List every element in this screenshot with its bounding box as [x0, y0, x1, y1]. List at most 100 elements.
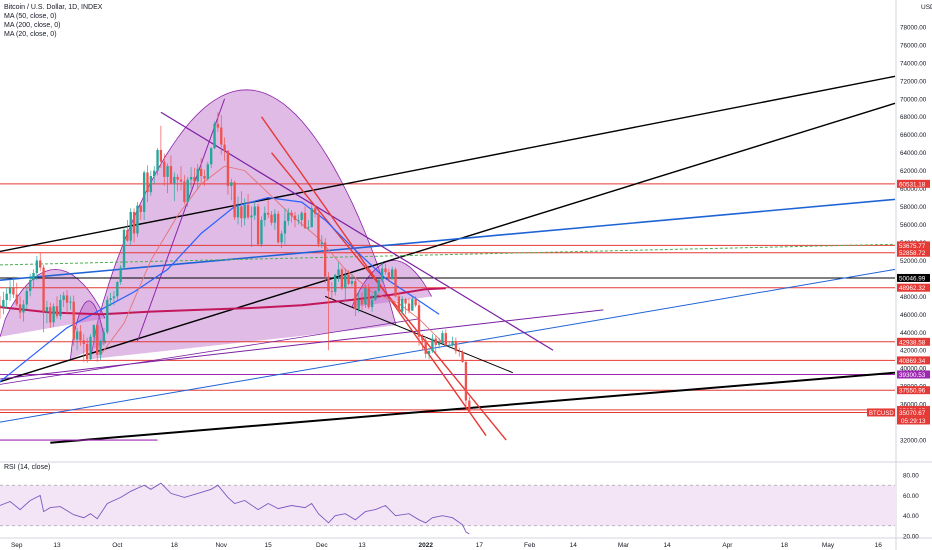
time-tick-label: Oct: [112, 542, 122, 549]
candle-body: [307, 227, 310, 229]
candle-body: [122, 229, 126, 268]
price-level-label: 42938.58: [899, 339, 926, 346]
candle-body: [8, 287, 12, 294]
cup-arc-fill: [90, 89, 397, 360]
blue-trend-upper: [0, 198, 896, 281]
candle-body: [206, 164, 210, 179]
candle-body: [370, 299, 374, 308]
candle-body: [437, 343, 441, 345]
candle-body: [394, 269, 397, 297]
time-tick-label: 15: [265, 542, 273, 549]
candle-body: [18, 304, 22, 313]
candle-body: [246, 204, 250, 218]
red-fan-1: [260, 116, 487, 436]
candle-body: [293, 215, 297, 221]
candle-body: [42, 267, 45, 312]
candle-body: [62, 295, 65, 300]
price-tick-label: 32000.00: [900, 438, 927, 445]
candle-body: [85, 343, 89, 360]
candle-body: [320, 242, 323, 245]
time-tick-label: Mar: [618, 542, 630, 549]
candle-body: [35, 260, 39, 274]
candle-body: [310, 208, 313, 228]
price-tick-label: 74000.00: [900, 60, 927, 67]
candle-body: [367, 288, 370, 308]
candle-body: [273, 213, 277, 223]
candle-body: [240, 206, 243, 219]
candle-body: [233, 182, 236, 218]
candle-body: [260, 220, 263, 245]
price-tick-label: 64000.00: [900, 150, 927, 157]
time-tick-label: Nov: [215, 542, 227, 549]
candle-body: [236, 206, 240, 218]
time-tick-label: 2022: [418, 542, 433, 549]
candle-body: [468, 400, 471, 413]
candle-body: [360, 299, 364, 305]
price-tick-label: 68000.00: [900, 114, 927, 121]
candle-body: [280, 233, 283, 243]
candle-body: [411, 299, 414, 311]
price-tick-label: 56000.00: [900, 222, 927, 229]
candle-body: [387, 272, 391, 280]
candle-body: [401, 299, 404, 312]
price-level-label: 60531.18: [899, 181, 926, 188]
candle-body: [424, 340, 427, 354]
ma-20-line: [100, 165, 447, 355]
candle-body: [112, 296, 116, 299]
price-tick-label: 40000.00: [900, 366, 927, 373]
candle-body: [270, 214, 273, 223]
candle-body: [109, 298, 112, 300]
price-level-label-bg: [897, 370, 930, 379]
candle-body: [49, 307, 52, 323]
candle-body: [156, 149, 159, 171]
price-level-label-bg: [897, 248, 930, 257]
candle-body: [96, 325, 99, 355]
candle-body: [340, 269, 344, 289]
candle-body: [451, 341, 454, 345]
candle-body: [32, 273, 35, 281]
purple-support: [0, 318, 420, 385]
candle-body: [266, 212, 270, 215]
candle-body: [99, 341, 102, 355]
time-tick-label: Dec: [316, 542, 328, 549]
countdown-bg: [897, 416, 930, 425]
time-tick-label: May: [822, 542, 835, 549]
candle-body: [0, 305, 2, 308]
candle-body: [199, 168, 203, 177]
rsi-line: [0, 482, 470, 535]
price-level-label-bg: [897, 179, 930, 188]
candle-body: [404, 299, 407, 304]
candle-body: [153, 170, 156, 177]
price-level-label-bg: [897, 337, 930, 346]
candle-body: [179, 179, 183, 182]
price-tick-label: 44000.00: [900, 330, 927, 337]
price-level-label-bg: [897, 386, 930, 395]
price-level-label: 48962.32: [899, 285, 926, 292]
candle-body: [69, 301, 72, 303]
price-level-label: 35070.67: [899, 410, 926, 417]
price-level-label-bg: [897, 241, 930, 250]
candle-body: [45, 307, 49, 312]
candle-body: [75, 331, 79, 340]
candle-body: [72, 301, 75, 340]
price-level-label: 37550.96: [899, 388, 926, 395]
price-level-label: 40869.34: [899, 358, 926, 365]
ticker-tag-bg: [867, 408, 895, 417]
candle-body: [323, 242, 327, 277]
ma-200-line: [0, 287, 446, 316]
time-tick-label: 13: [53, 542, 61, 549]
candle-body: [277, 213, 280, 243]
candle-body: [163, 161, 166, 177]
candle-body: [89, 336, 92, 360]
candle-body: [126, 229, 129, 241]
price-tick-label: 72000.00: [900, 78, 927, 85]
time-tick-label: Apr: [722, 542, 733, 549]
price-level-label-bg: [897, 408, 930, 417]
legend: Bitcoin / U.S. Dollar, 1D, INDEX MA (50,…: [4, 3, 102, 39]
time-tick-label: 14: [570, 542, 578, 549]
price-axis-unit: USD: [921, 4, 932, 11]
candle-body: [22, 304, 25, 313]
